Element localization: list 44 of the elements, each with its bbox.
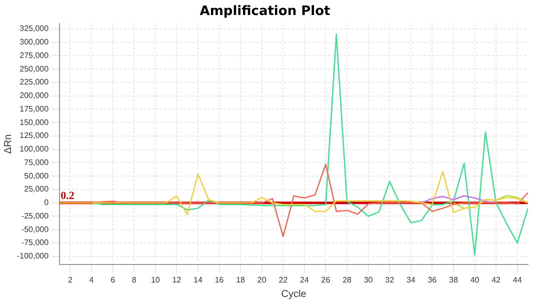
y-tick-label: 200,000 [20,91,50,100]
y-tick-label: 25,000 [24,184,50,194]
y-tick-label: -25,000 [21,211,50,220]
y-tick-label: 250,000 [20,64,50,74]
x-tick-label: 12 [172,275,182,284]
x-tick-label: 36 [428,275,438,284]
chart-title: Amplification Plot [200,4,330,20]
y-tick-label: 50,000 [24,171,50,180]
x-tick-label: 18 [236,275,246,284]
x-tick-label: 2 [68,275,73,284]
y-tick-label: 225,000 [20,78,50,87]
x-tick-label: 42 [492,275,502,284]
y-tick-label: 75,000 [24,158,50,167]
y-tick-label: 125,000 [20,131,50,140]
y-tick-label: -100,000 [16,252,50,261]
x-tick-label: 26 [321,275,331,284]
x-tick-label: 38 [449,275,458,284]
x-tick-label: 6 [110,275,116,284]
x-tick-label: 44 [512,275,522,284]
x-tick-label: 40 [470,275,480,284]
x-tick-label: 8 [132,275,137,284]
y-tick-label: 300,000 [20,38,50,47]
ref-line-label: 0.2 [60,190,75,202]
x-tick-label: 32 [385,275,395,284]
x-tick-label: 16 [214,275,224,284]
y-tick-label: 325,000 [20,24,50,34]
x-tick-label: 28 [342,275,352,284]
x-tick-label: 4 [89,275,94,284]
y-axis-title: ΔRn [2,134,14,154]
x-tick-label: 20 [257,275,267,284]
y-tick-label: 275,000 [20,50,50,60]
x-axis-title: Cycle [281,288,307,300]
y-tick-label: -75,000 [21,238,50,248]
y-tick-label: 150,000 [20,118,50,127]
y-tick-label: 0 [44,198,50,208]
y-tick-label: -50,000 [21,224,50,234]
x-tick-label: 34 [406,275,416,284]
x-tick-label: 24 [300,275,310,284]
x-tick-label: 14 [194,275,203,284]
x-tick-label: 30 [364,275,374,284]
y-tick-label: 100,000 [20,144,50,154]
x-tick-label: 10 [150,275,160,284]
x-tick-label: 22 [278,275,288,284]
y-tick-label: 175,000 [20,104,50,114]
